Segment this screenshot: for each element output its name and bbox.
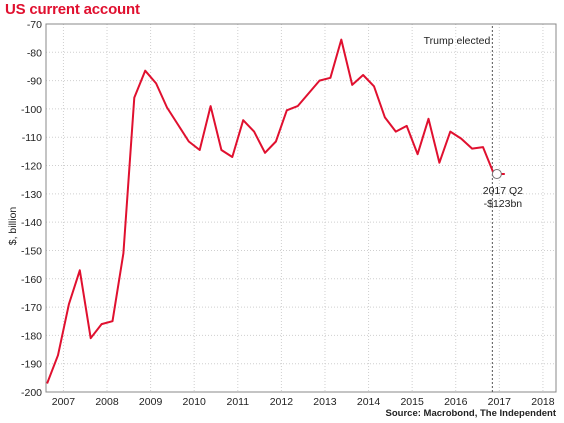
y-tick-label: -140: [21, 217, 42, 229]
grid-lines: [46, 23, 556, 393]
y-tick-label: -150: [21, 245, 42, 257]
chart-title: US current account: [5, 1, 140, 18]
y-tick-label: -120: [21, 161, 42, 173]
y-tick-label: -170: [21, 302, 42, 314]
x-tick-label: 2015: [400, 396, 424, 408]
x-axis-ticks: 2007 2008 2009 2010 2011 2012 2013 2014 2015 2016…: [52, 396, 555, 408]
x-tick-label: 2013: [313, 396, 337, 408]
y-axis-ticks: -70 -80 -90 -100 -110 -120 -130 -140 -150 -160 -17…: [21, 19, 42, 399]
x-tick-label: 2010: [183, 396, 207, 408]
y-axis-label: $, billion: [7, 207, 19, 246]
y-tick-label: -190: [21, 359, 42, 371]
x-tick-label: 2012: [270, 396, 294, 408]
y-tick-label: -200: [21, 387, 42, 399]
trump-elected-label: Trump elected: [424, 35, 491, 47]
x-tick-label: 2011: [226, 396, 249, 408]
y-tick-label: -110: [22, 132, 42, 144]
x-tick-label: 2008: [95, 396, 119, 408]
latest-value-amount: -$123bn: [484, 198, 523, 210]
x-tick-label: 2017: [488, 396, 512, 408]
y-tick-label: -160: [21, 274, 42, 286]
x-tick-label: 2009: [139, 396, 163, 408]
y-tick-label: -80: [27, 47, 42, 59]
y-tick-label: -180: [21, 330, 42, 342]
y-tick-label: -100: [21, 104, 42, 116]
plot-frame: [45, 23, 557, 393]
x-tick-label: 2014: [357, 396, 381, 408]
y-tick-label: -70: [27, 19, 42, 31]
x-tick-label: 2018: [531, 396, 555, 408]
y-tick-label: -90: [27, 76, 42, 88]
y-tick-label: -130: [21, 189, 42, 201]
latest-value-marker: [491, 169, 502, 180]
x-tick-label: 2016: [444, 396, 468, 408]
source-note: Source: Macrobond, The Independent: [386, 408, 557, 419]
x-tick-label: 2007: [52, 396, 76, 408]
latest-value-label: 2017 Q2: [483, 185, 523, 197]
series-line-current-account: [46, 38, 505, 384]
